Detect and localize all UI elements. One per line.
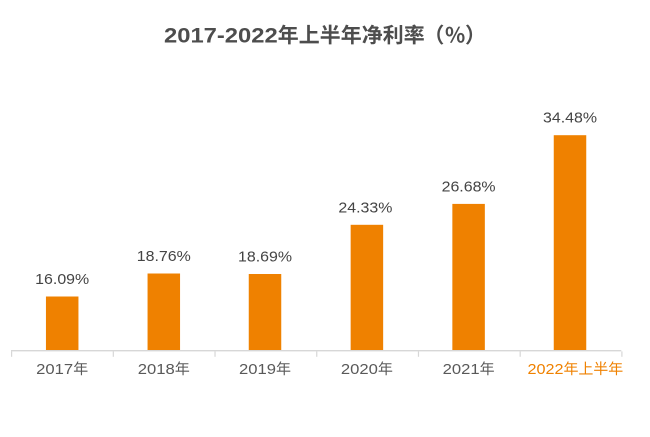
svg-text:18.69%: 18.69%: [238, 249, 292, 266]
svg-text:18.76%: 18.76%: [137, 248, 191, 265]
svg-text:24.33%: 24.33%: [338, 199, 392, 216]
svg-text:26.68%: 26.68%: [442, 178, 496, 195]
svg-text:2018: 2018: [138, 361, 175, 378]
svg-text:34.48%: 34.48%: [543, 110, 597, 127]
svg-text:2017: 2017: [36, 361, 73, 378]
svg-text:2022: 2022: [528, 361, 564, 378]
svg-text:2020: 2020: [341, 361, 378, 378]
svg-text:16.09%: 16.09%: [35, 271, 89, 288]
svg-text:2021: 2021: [443, 361, 480, 378]
svg-text:2017-2022: 2017-2022: [164, 25, 278, 48]
svg-text:2019: 2019: [239, 361, 276, 378]
